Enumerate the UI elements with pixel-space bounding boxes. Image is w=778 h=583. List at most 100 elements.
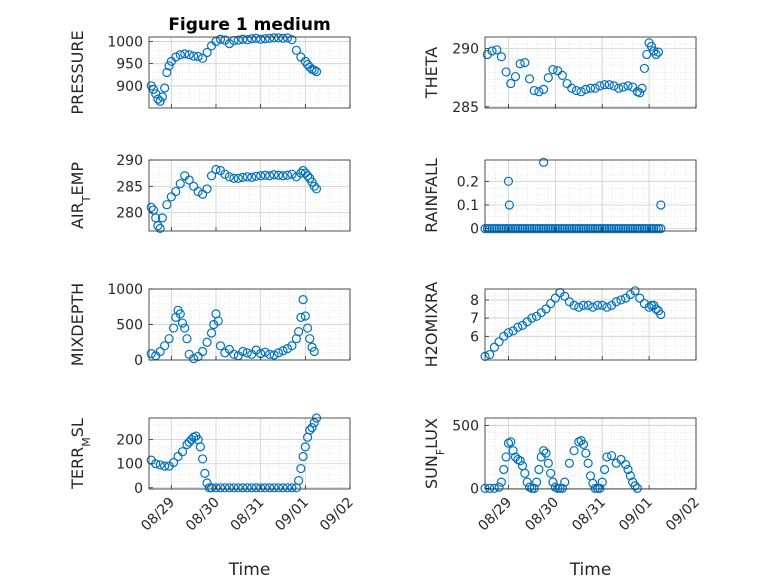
x-tick-label: 08/31 — [228, 495, 268, 535]
data-point — [200, 468, 210, 478]
data-point — [242, 348, 252, 358]
data-point — [487, 46, 497, 56]
data-point — [494, 482, 504, 492]
data-point — [628, 224, 638, 234]
data-point — [520, 224, 530, 234]
y-axis-label: SUNFLUX — [422, 418, 447, 489]
data-point — [180, 323, 190, 333]
grid — [149, 418, 351, 489]
x-tick-label: 08/29 — [138, 495, 178, 535]
data-point — [160, 83, 170, 93]
y-tick-label: 900 — [116, 79, 143, 95]
data-point — [595, 81, 605, 91]
data-point — [242, 172, 252, 182]
data-point — [557, 224, 567, 234]
x-tick-label: 08/30 — [522, 495, 562, 535]
data-point — [499, 224, 509, 234]
grid — [485, 418, 697, 489]
figure-title: Figure 1 medium — [168, 15, 330, 35]
data-point — [513, 322, 523, 332]
axes-frame — [484, 288, 697, 361]
data-point — [616, 454, 626, 465]
data-point — [220, 483, 230, 493]
data-point — [287, 169, 297, 179]
data-point — [189, 51, 199, 61]
data-point — [611, 224, 621, 234]
data-point — [562, 224, 572, 234]
x-tick-label: 08/31 — [569, 495, 609, 535]
data-point — [242, 483, 252, 493]
data-point — [524, 74, 535, 84]
data-point — [202, 47, 212, 58]
data-point — [278, 33, 288, 43]
data-point — [162, 200, 172, 210]
data-point — [644, 302, 654, 312]
data-point — [273, 33, 284, 43]
data-point — [625, 224, 635, 234]
y-axis-label: MIXDEPTH — [68, 283, 87, 366]
data-point — [630, 481, 640, 491]
data-point — [251, 33, 261, 43]
data-point — [550, 224, 560, 234]
data-point — [198, 189, 208, 199]
data-point — [656, 309, 666, 320]
data-point — [656, 224, 666, 234]
data-point — [175, 179, 185, 189]
data-point — [269, 350, 279, 360]
data-point — [583, 458, 593, 468]
data-point — [198, 346, 208, 357]
data-point — [300, 311, 310, 321]
data-point — [569, 224, 579, 234]
data-point — [635, 293, 645, 303]
data-point — [298, 165, 308, 176]
data-point — [614, 83, 624, 93]
data-point — [531, 477, 542, 487]
data-point — [160, 461, 170, 471]
data-point — [506, 437, 516, 447]
data-point — [211, 483, 221, 493]
y-tick-label: 0.2 — [457, 174, 479, 190]
data-point — [590, 483, 600, 493]
data-point — [162, 67, 172, 78]
data-point — [494, 337, 504, 347]
data-point — [567, 224, 577, 234]
subplot-terr_msl: 0 100 200 08/29 08/30 08/31 09/01 09/02 TERRMSL T… — [68, 413, 357, 580]
data-point — [309, 65, 319, 75]
data-point — [569, 446, 579, 456]
data-point — [555, 224, 565, 234]
data-point — [229, 173, 239, 184]
grid — [485, 37, 697, 108]
data-point — [496, 52, 507, 62]
data-point — [146, 349, 156, 359]
data-point — [564, 224, 575, 234]
y-tick-label: 950 — [116, 57, 143, 73]
data-point — [287, 483, 297, 493]
data-point — [482, 224, 492, 234]
data-point — [548, 64, 558, 75]
data-point — [555, 483, 565, 493]
data-point — [238, 483, 248, 493]
y-tick-label: 280 — [116, 206, 143, 222]
data-point — [305, 425, 315, 435]
data-point — [590, 224, 600, 234]
data-point — [224, 172, 234, 182]
data-point — [206, 328, 217, 338]
subplot-pressure: 900 950 1000 PRESSURE Figure 1 medium — [68, 15, 351, 115]
data-point — [639, 224, 650, 234]
data-point — [175, 309, 185, 319]
data-point — [242, 35, 252, 45]
data-point — [273, 170, 284, 180]
y-axis-label: THETA — [422, 47, 441, 99]
data-point — [229, 349, 239, 359]
data-point — [543, 73, 553, 83]
subplot-rainfall: 0 0.1 0.2 RAINFALL — [422, 157, 697, 238]
data-point — [604, 224, 614, 234]
data-point — [527, 313, 537, 323]
data-point — [153, 221, 163, 231]
data-point — [282, 483, 293, 493]
data-point — [189, 353, 199, 364]
data-point — [265, 483, 275, 493]
data-point — [560, 477, 570, 487]
subplot-air_temp: 280 285 290 AIRTEMP — [68, 153, 351, 233]
axes-frame — [148, 159, 351, 232]
